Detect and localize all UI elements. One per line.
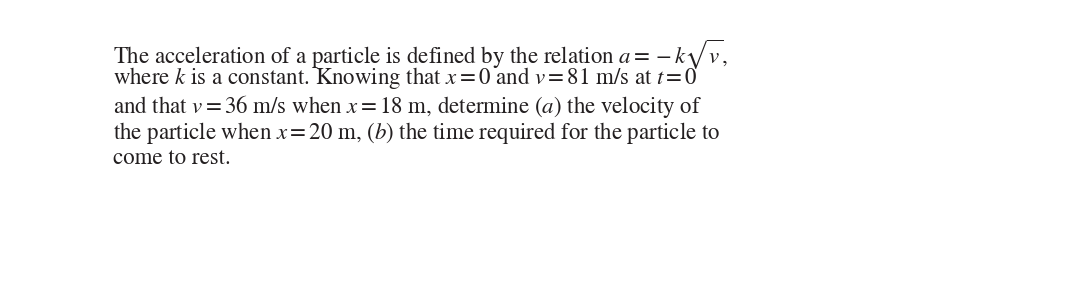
Text: come to rest.: come to rest.	[113, 148, 231, 169]
Text: The acceleration of a particle is defined by the relation $a = -k\sqrt{v}$,: The acceleration of a particle is define…	[113, 38, 728, 72]
Text: the particle when $x = 20$ m, $(b)$ the time required for the particle to: the particle when $x = 20$ m, $(b)$ the …	[113, 121, 721, 147]
Text: where $k$ is a constant. Knowing that $x = 0$ and $v = 81$ m/s at $t = 0$: where $k$ is a constant. Knowing that $x…	[113, 65, 698, 91]
Text: and that $v = 36$ m/s when $x = 18$ m, determine $(a)$ the velocity of: and that $v = 36$ m/s when $x = 18$ m, d…	[113, 93, 702, 120]
